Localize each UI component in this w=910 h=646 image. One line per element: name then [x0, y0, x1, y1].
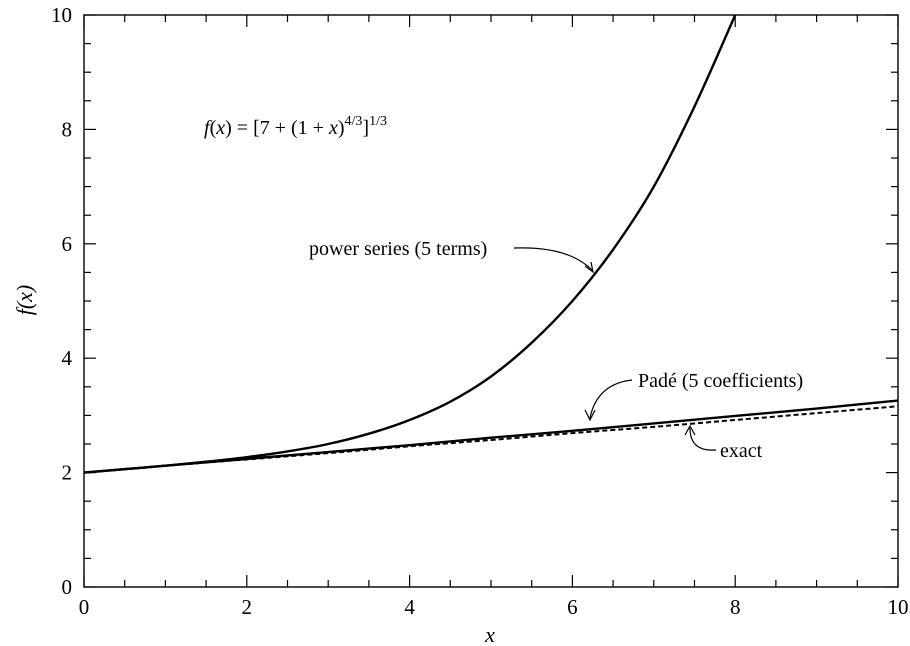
- x-tick-label: 8: [730, 595, 741, 619]
- x-tick-label: 0: [79, 595, 90, 619]
- x-tick-label: 10: [888, 595, 909, 619]
- formula-label: f(x) = [7 + (1 + x)4/3]1/3: [204, 114, 387, 139]
- x-tick-label: 4: [404, 595, 415, 619]
- pade-arrow: [589, 379, 633, 419]
- tick-labels: 0 2 4 6 8 10 0 2 4 6 8 10: [51, 3, 909, 619]
- y-tick-label: 2: [62, 461, 73, 485]
- y-tick-label: 8: [62, 117, 73, 141]
- x-axis-title: x: [484, 622, 495, 646]
- power-series-label: power series (5 terms): [309, 238, 487, 260]
- y-axis-title: f(x): [12, 285, 37, 316]
- x-tick-label: 6: [567, 595, 578, 619]
- minor-ticks: [84, 15, 898, 587]
- power-series-arrow: [513, 247, 593, 271]
- major-ticks: [83, 14, 899, 588]
- power-series-arrowhead: [584, 261, 594, 274]
- pade-arrowhead: [584, 409, 596, 422]
- exact-arrowhead: [684, 424, 696, 436]
- series-lines: [83, 14, 899, 474]
- y-tick-label: 4: [62, 346, 73, 370]
- x-tick-label: 2: [242, 595, 253, 619]
- callout-arrows: [513, 247, 717, 451]
- series-line-exact: [83, 405, 899, 474]
- exact-label: exact: [720, 440, 763, 462]
- plot-frame: [83, 14, 899, 588]
- y-tick-label: 6: [62, 232, 73, 256]
- exact-arrow: [689, 427, 717, 451]
- y-tick-label: 0: [62, 575, 73, 599]
- y-tick-label: 10: [51, 3, 72, 27]
- pade-label: Padé (5 coefficients): [638, 370, 803, 392]
